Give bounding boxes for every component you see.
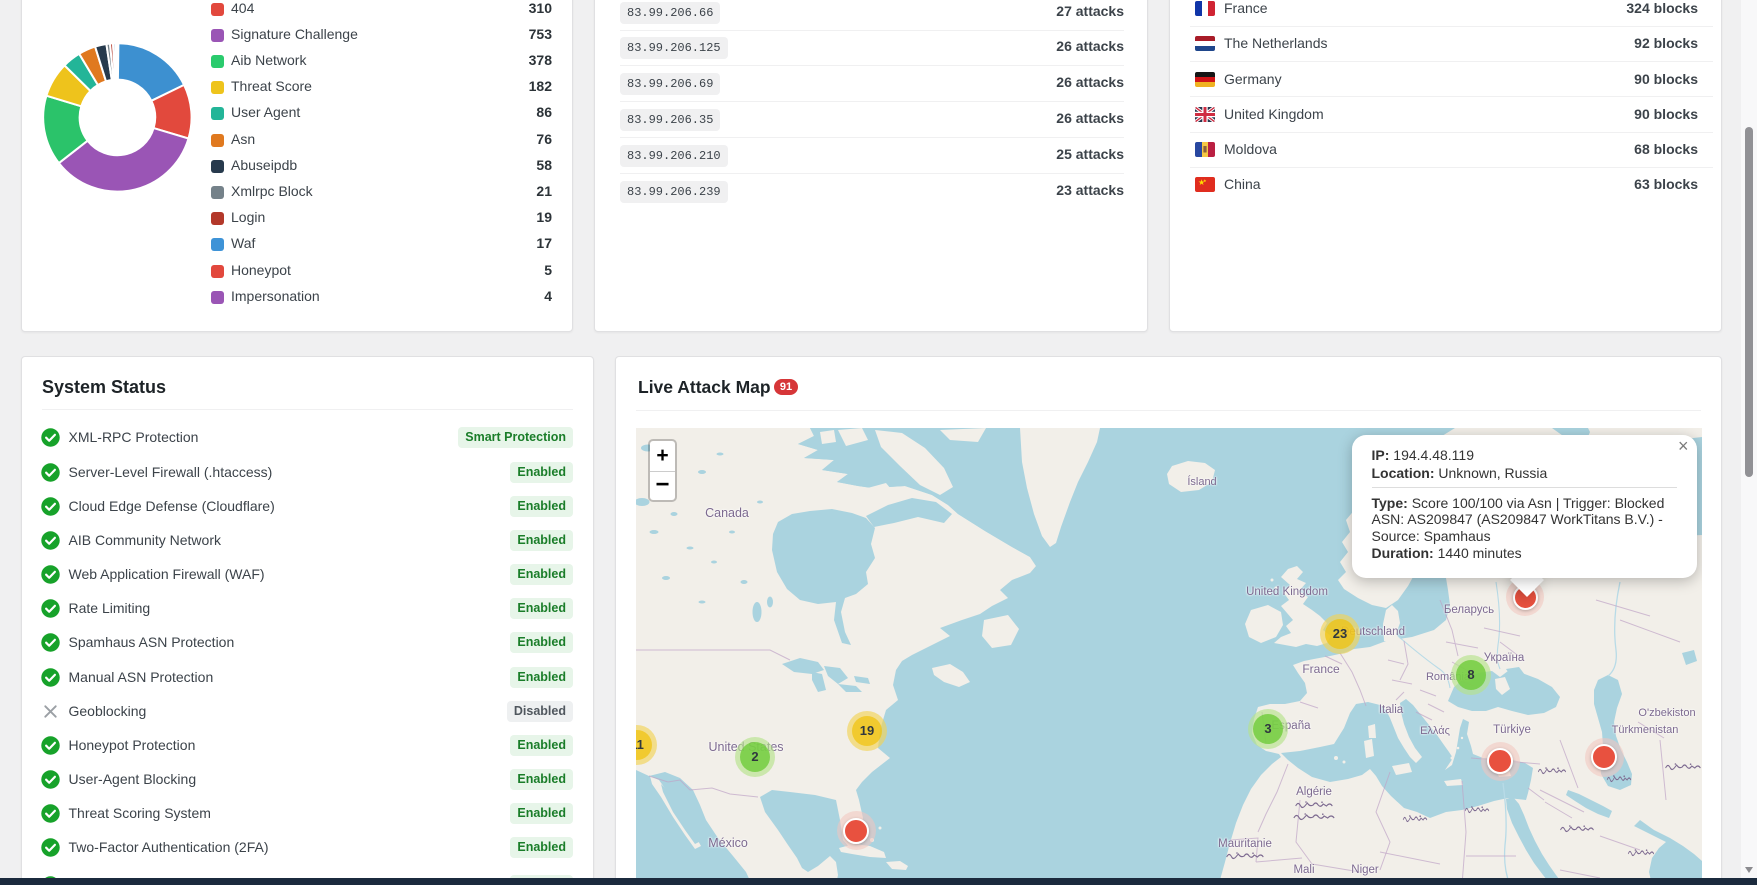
svg-text:★: ★ (1203, 178, 1207, 183)
svg-text:★: ★ (1198, 178, 1205, 187)
